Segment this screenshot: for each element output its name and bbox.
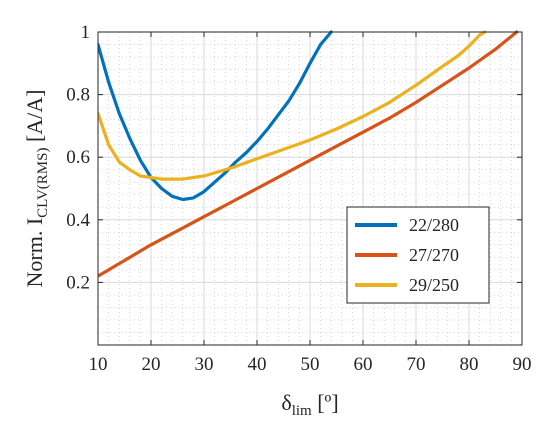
y-axis-label-sub: CLV(RMS) — [35, 148, 51, 218]
y-tick-label: 1 — [81, 22, 91, 43]
x-axis-label: δlim [º] — [281, 390, 338, 419]
x-tick-label: 80 — [460, 354, 479, 375]
y-axis-label: Norm. ICLV(RMS) [A/A] — [22, 89, 51, 287]
y-tick-label: 0.4 — [66, 210, 90, 231]
x-tick-label: 50 — [301, 354, 320, 375]
x-tick-label: 70 — [407, 354, 426, 375]
x-axis-label-unit: [º] — [312, 390, 339, 415]
x-tick-label: 60 — [354, 354, 373, 375]
legend-label: 27/270 — [409, 245, 459, 265]
x-tick-label: 20 — [142, 354, 161, 375]
legend: 22/280 27/270 29/250 — [346, 206, 490, 304]
legend-label: 29/250 — [409, 275, 459, 295]
x-tick-label: 90 — [513, 354, 532, 375]
x-tick-label: 40 — [248, 354, 267, 375]
y-axis-label-base: Norm. I — [22, 218, 47, 288]
x-tick-label: 30 — [195, 354, 214, 375]
series-line-22-280 — [98, 30, 333, 202]
y-tick-label: 0.2 — [66, 272, 90, 293]
series-line-27-270 — [98, 30, 519, 278]
y-axis-label-unit: [A/A] — [22, 89, 47, 147]
x-axis-label-sub: lim — [292, 403, 312, 419]
series-lines — [98, 30, 519, 278]
series-line-29-250 — [98, 30, 487, 181]
ticks — [97, 31, 523, 345]
y-tick-label: 0.8 — [66, 85, 90, 106]
tick-labels: 10 20 30 40 50 60 70 80 90 0.2 0.4 0.6 0.8 1 — [66, 22, 531, 375]
legend-label: 22/280 — [409, 215, 459, 235]
x-axis-label-base: δ — [281, 390, 291, 415]
x-tick-label: 10 — [89, 354, 108, 375]
y-tick-label: 0.6 — [66, 147, 90, 168]
